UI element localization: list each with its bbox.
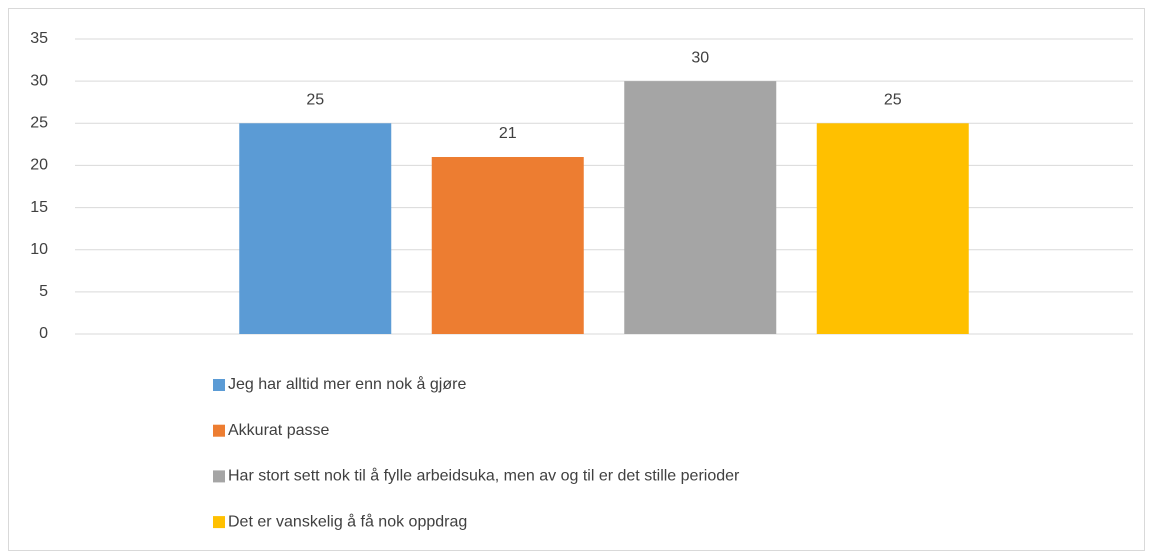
y-tick-label: 30 [30,72,48,89]
data-label: 25 [306,92,324,109]
y-tick-label: 15 [30,199,48,216]
legend-swatch [213,379,225,391]
bar [239,123,392,335]
y-tick-label: 10 [30,241,48,258]
data-label: 25 [884,92,902,109]
legend-swatch [213,516,225,529]
y-tick-label: 5 [39,283,48,300]
data-label: 21 [499,125,517,142]
legend-swatch [213,424,225,437]
legend-label: Jeg har alltid mer enn nok å gjøre [228,375,466,393]
y-tick-label: 25 [30,115,48,132]
bar [624,81,777,335]
legend-label: Akkurat passe [228,422,329,439]
legend-label: Har stort sett nok til å fylle arbeidsuk… [228,467,740,485]
legend-label: Det er vanskelig å få nok oppdrag [228,512,467,530]
legend-swatch [213,470,225,483]
bar [816,123,969,335]
data-label: 30 [691,49,709,66]
y-tick-label: 0 [39,325,48,342]
y-tick-label: 20 [30,157,48,174]
bar [431,157,584,334]
y-tick-label: 35 [30,30,48,47]
